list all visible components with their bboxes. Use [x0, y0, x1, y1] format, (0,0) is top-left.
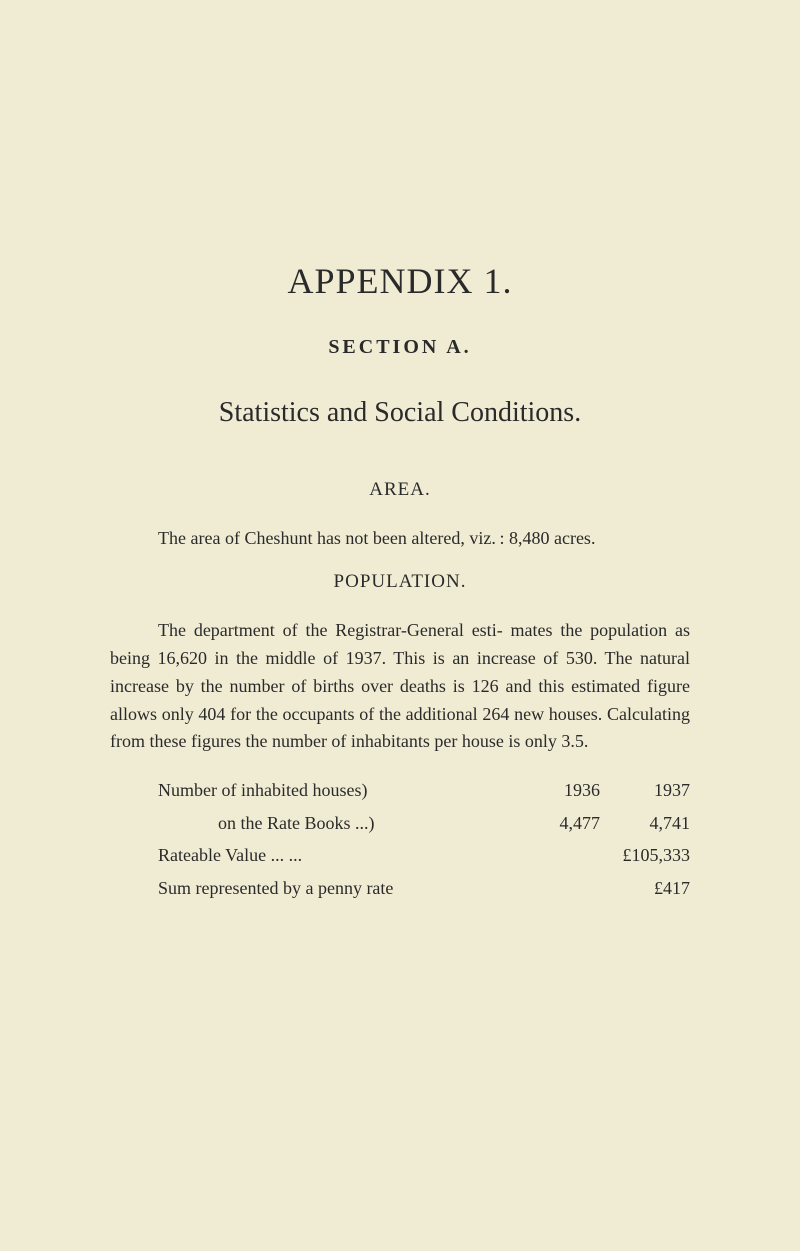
stat-label: Rateable Value ... ... — [158, 839, 623, 871]
stat-row-houses-1: Number of inhabited houses) 1936 1937 — [158, 774, 690, 806]
stat-year-1936: 1936 — [510, 774, 600, 806]
section-label: SECTION A. — [110, 336, 690, 359]
area-paragraph: The area of Cheshunt has not been altere… — [110, 525, 690, 553]
stat-label: Sum represented by a penny rate — [158, 872, 654, 904]
stat-row-sum: Sum represented by a penny rate £417 — [158, 872, 690, 904]
appendix-title: APPENDIX 1. — [110, 260, 690, 302]
stat-val-sum: £417 — [654, 872, 690, 904]
population-paragraph: The department of the Registrar-General … — [110, 617, 690, 756]
stat-val-1937: 4,741 — [600, 807, 690, 839]
stat-val-1936: 4,477 — [510, 807, 600, 839]
area-heading: AREA. — [110, 479, 690, 501]
stat-val-rateable: £105,333 — [623, 839, 691, 871]
stat-label: on the Rate Books ...) — [158, 807, 510, 839]
stat-label: Number of inhabited houses) — [158, 774, 510, 806]
stat-row-rateable: Rateable Value ... ... £105,333 — [158, 839, 690, 871]
stat-year-1937: 1937 — [600, 774, 690, 806]
population-heading: POPULATION. — [110, 571, 690, 593]
stat-row-houses-2: on the Rate Books ...) 4,477 4,741 — [158, 807, 690, 839]
statistics-block: Number of inhabited houses) 1936 1937 on… — [110, 774, 690, 904]
subtitle: Statistics and Social Conditions. — [110, 397, 690, 429]
